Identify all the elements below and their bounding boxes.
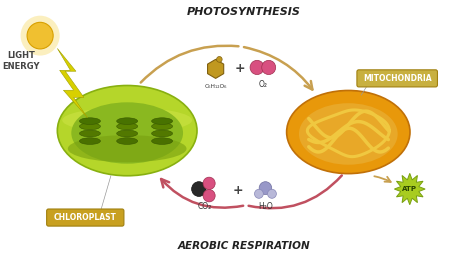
- Ellipse shape: [62, 107, 192, 133]
- Ellipse shape: [152, 118, 173, 124]
- Text: LIGHT
ENERGY: LIGHT ENERGY: [3, 51, 40, 71]
- Ellipse shape: [117, 138, 137, 144]
- Ellipse shape: [80, 138, 100, 144]
- Polygon shape: [57, 48, 88, 118]
- FancyArrowPatch shape: [244, 47, 312, 90]
- FancyArrowPatch shape: [248, 176, 342, 208]
- Text: PHOTOSYNTHESIS: PHOTOSYNTHESIS: [187, 7, 301, 17]
- FancyBboxPatch shape: [357, 70, 438, 87]
- Text: C₆H₁₂O₆: C₆H₁₂O₆: [204, 84, 227, 89]
- Ellipse shape: [299, 103, 398, 165]
- Circle shape: [267, 189, 276, 198]
- Ellipse shape: [152, 123, 173, 130]
- Circle shape: [259, 182, 272, 194]
- Ellipse shape: [152, 138, 173, 144]
- Text: MITOCHONDRIA: MITOCHONDRIA: [363, 74, 431, 83]
- Text: +: +: [235, 62, 246, 75]
- Ellipse shape: [80, 118, 100, 124]
- Text: CO₂: CO₂: [197, 202, 211, 211]
- Circle shape: [217, 56, 222, 62]
- Circle shape: [262, 60, 276, 74]
- Ellipse shape: [71, 102, 183, 164]
- Text: AEROBIC RESPIRATION: AEROBIC RESPIRATION: [177, 241, 310, 251]
- Ellipse shape: [80, 123, 100, 130]
- Circle shape: [20, 16, 60, 56]
- Circle shape: [255, 189, 264, 198]
- Ellipse shape: [117, 123, 137, 130]
- Ellipse shape: [80, 130, 100, 137]
- Text: CHLOROPLAST: CHLOROPLAST: [54, 213, 117, 222]
- Ellipse shape: [117, 118, 137, 124]
- Ellipse shape: [287, 90, 410, 174]
- Ellipse shape: [57, 85, 197, 176]
- Ellipse shape: [68, 135, 187, 162]
- Ellipse shape: [152, 130, 173, 137]
- Circle shape: [27, 22, 53, 49]
- Circle shape: [203, 189, 215, 202]
- Text: ATP: ATP: [402, 186, 417, 192]
- FancyBboxPatch shape: [46, 209, 124, 226]
- Text: O₂: O₂: [259, 80, 268, 89]
- Circle shape: [191, 182, 206, 196]
- FancyArrowPatch shape: [161, 179, 243, 208]
- Circle shape: [250, 60, 264, 74]
- Text: +: +: [232, 184, 243, 197]
- Polygon shape: [394, 173, 425, 205]
- FancyArrowPatch shape: [374, 176, 391, 182]
- Polygon shape: [208, 59, 224, 78]
- Circle shape: [203, 177, 215, 189]
- FancyArrowPatch shape: [141, 46, 238, 82]
- Ellipse shape: [117, 130, 137, 137]
- Text: H₂O: H₂O: [258, 202, 273, 211]
